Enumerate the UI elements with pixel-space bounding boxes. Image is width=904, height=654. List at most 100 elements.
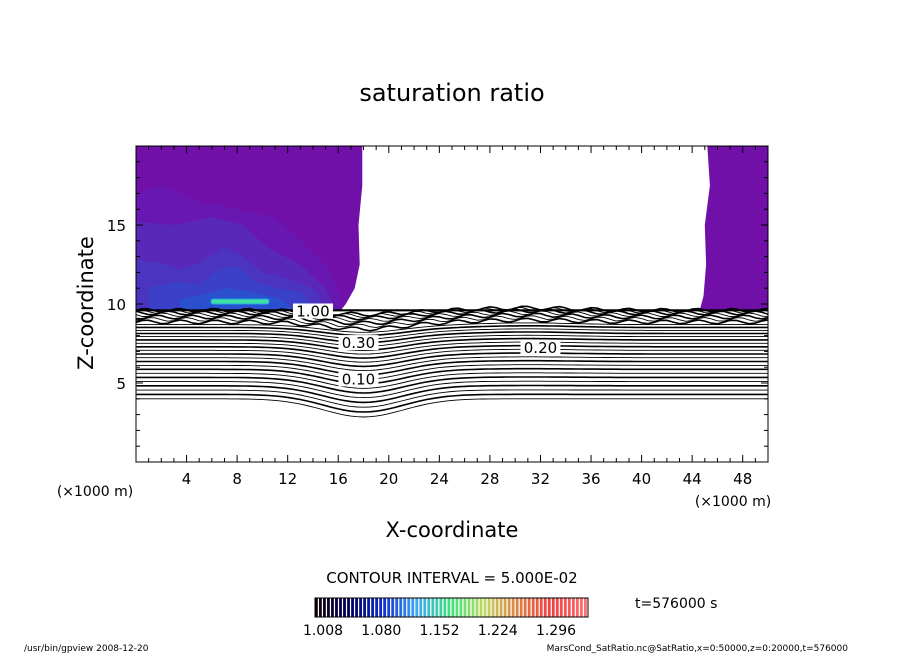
- contour-line: [136, 331, 768, 344]
- contour-line: [136, 364, 768, 380]
- contour-line: [136, 328, 768, 340]
- colorbar-swatch: [551, 598, 555, 617]
- colorbar-swatch: [495, 598, 499, 617]
- colorbar-swatch: [335, 598, 338, 617]
- y-tick-label: 15: [107, 217, 126, 235]
- colorbar-swatch: [355, 598, 358, 617]
- colorbar-tick-label: 1.080: [361, 623, 401, 639]
- contour-line: [136, 398, 768, 418]
- colorbar-swatch: [399, 598, 403, 617]
- x-tick-label: 36: [581, 470, 600, 488]
- colorbar-swatch: [419, 598, 423, 617]
- colorbar-swatch: [411, 598, 415, 617]
- colorbar-swatch: [391, 598, 395, 617]
- colorbar-swatch: [455, 598, 459, 617]
- colorbar-ticks: 1.008 1.080 1.152 1.224 1.296: [303, 623, 576, 639]
- contour-line: [136, 312, 768, 326]
- colorbar-swatch: [395, 598, 399, 617]
- chart-title: saturation ratio: [359, 79, 544, 107]
- colorbar-tick-label: 1.152: [419, 623, 459, 639]
- colorbar-swatch: [431, 598, 435, 617]
- colorbar-swatch: [351, 598, 354, 617]
- colorbar-swatch: [555, 598, 559, 617]
- x-tick-label: 40: [632, 470, 651, 488]
- colorbar-swatch: [571, 598, 575, 617]
- colorbar-swatch: [427, 598, 431, 617]
- colorbar-swatch: [359, 598, 362, 617]
- contour-label-bg: [292, 303, 333, 319]
- colorbar-swatch: [415, 598, 419, 617]
- contour-line: [136, 334, 768, 347]
- x-unit-right: (×1000 m): [695, 494, 771, 510]
- contour-line: [136, 341, 768, 355]
- contour-line: [136, 348, 768, 363]
- contour-label: 0.10: [342, 370, 375, 388]
- colorbar-swatch: [563, 598, 567, 617]
- colorbar-swatch: [483, 598, 487, 617]
- contour-line: [136, 325, 768, 337]
- colorbar-swatch: [347, 598, 350, 617]
- colorbar-swatch: [543, 598, 547, 617]
- contour-line: [136, 310, 768, 323]
- y-tick-label: 5: [116, 375, 126, 393]
- x-tick-label: 4: [182, 470, 192, 488]
- colorbar-swatch: [575, 598, 579, 617]
- x-unit-left: (×1000 m): [57, 484, 133, 500]
- contour-line: [136, 376, 768, 394]
- contour-line: [136, 384, 768, 404]
- x-tick-label: 16: [329, 470, 348, 488]
- time-label: t=576000 s: [635, 596, 717, 612]
- colorbar: [315, 598, 587, 617]
- contour-line: [136, 372, 768, 389]
- contour-interval: CONTOUR INTERVAL = 5.000E-02: [326, 569, 577, 587]
- colorbar-swatch: [435, 598, 439, 617]
- contour-line: [136, 356, 768, 372]
- contour-line: [136, 317, 768, 332]
- filled-region-right: [699, 146, 768, 311]
- colorbar-frame: [314, 597, 589, 618]
- colorbar-swatch: [491, 598, 495, 617]
- colorbar-swatch: [467, 598, 471, 617]
- colorbar-swatch: [519, 598, 523, 617]
- contour-line: [136, 367, 768, 385]
- colorbar-swatch: [331, 598, 334, 617]
- colorbar-swatch: [403, 598, 407, 617]
- filled-contours: [136, 146, 768, 311]
- contour-lines: [136, 305, 768, 418]
- y-tick-label: 10: [107, 296, 126, 314]
- x-tick-label: 12: [278, 470, 297, 488]
- colorbar-swatch: [383, 598, 387, 617]
- contour-line: [136, 352, 768, 368]
- colorbar-swatch: [539, 598, 543, 617]
- high-saturation-band: [210, 298, 270, 305]
- colorbar-swatch: [323, 598, 326, 617]
- colorbar-tick-label: 1.224: [478, 623, 518, 639]
- colorbar-swatch: [319, 598, 322, 617]
- contour-line: [136, 359, 768, 376]
- colorbar-swatch: [583, 598, 587, 617]
- contour-label: 0.30: [342, 334, 375, 352]
- colorbar-swatch: [407, 598, 411, 617]
- contour-line: [136, 337, 768, 352]
- contour-label-bg: [520, 339, 561, 355]
- colorbar-swatch: [367, 598, 371, 617]
- colorbar-swatch: [507, 598, 511, 617]
- contour-line: [136, 308, 768, 321]
- footer-left: /usr/bin/gpview 2008-12-20: [24, 644, 149, 654]
- colorbar-swatch: [479, 598, 483, 617]
- x-axis: 4 8 12 16 20 24 28 32 36 40 44 48: [148, 146, 756, 488]
- colorbar-swatch: [511, 598, 515, 617]
- colorbar-swatch: [523, 598, 527, 617]
- x-tick-label: 48: [733, 470, 752, 488]
- colorbar-swatch: [375, 598, 379, 617]
- colorbar-swatch: [339, 598, 342, 617]
- colorbar-swatch: [459, 598, 463, 617]
- colorbar-swatch: [475, 598, 479, 617]
- x-tick-label: 24: [430, 470, 449, 488]
- colorbar-swatch: [451, 598, 455, 617]
- colorbar-swatch: [423, 598, 427, 617]
- contour-line: [136, 322, 768, 333]
- colorbar-swatch: [547, 598, 551, 617]
- colorbar-swatch: [515, 598, 519, 617]
